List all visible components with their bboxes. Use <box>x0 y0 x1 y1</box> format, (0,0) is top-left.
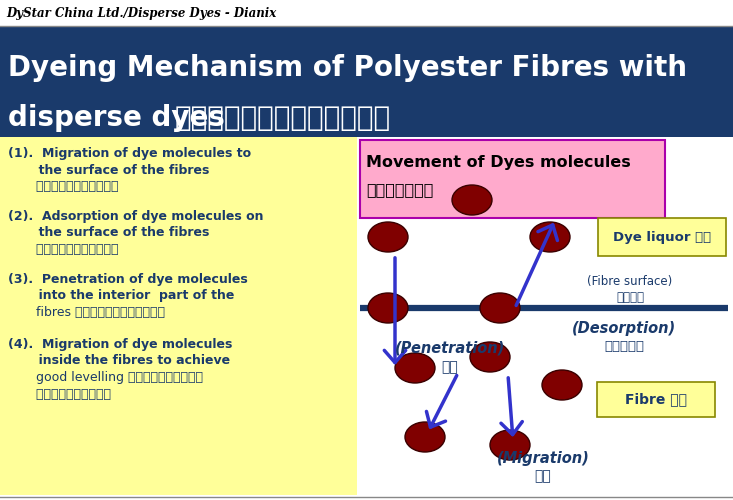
Text: DyStar China Ltd./Disperse Dyes - Dianix: DyStar China Ltd./Disperse Dyes - Dianix <box>6 6 276 20</box>
Ellipse shape <box>530 222 570 252</box>
Text: inside the fibres to achieve: inside the fibres to achieve <box>8 354 230 368</box>
Ellipse shape <box>395 353 435 383</box>
Ellipse shape <box>490 430 530 460</box>
Text: (3).  Penetration of dye molecules: (3). Penetration of dye molecules <box>8 273 248 286</box>
Text: 染料分子的运动: 染料分子的运动 <box>366 182 433 198</box>
Text: good levelling 染色分子在纤维内部移: good levelling 染色分子在纤维内部移 <box>8 371 203 384</box>
Text: (1).  Migration of dye molecules to: (1). Migration of dye molecules to <box>8 147 251 160</box>
Text: Dye liquor 染液: Dye liquor 染液 <box>613 230 711 243</box>
FancyBboxPatch shape <box>597 382 715 417</box>
Text: Movement of Dyes molecules: Movement of Dyes molecules <box>366 156 631 170</box>
Text: 纤维表面: 纤维表面 <box>616 291 644 304</box>
Text: (Fibre surface): (Fibre surface) <box>587 275 673 288</box>
Text: 染以达到较好的匀染性: 染以达到较好的匀染性 <box>8 388 111 400</box>
Ellipse shape <box>470 342 510 372</box>
Ellipse shape <box>405 422 445 452</box>
Ellipse shape <box>542 370 582 400</box>
Text: 染料分子移染至纤维表面: 染料分子移染至纤维表面 <box>8 180 119 193</box>
Text: (Desorption): (Desorption) <box>572 320 676 336</box>
Text: 用分散染料染聚酯纤维的原理: 用分散染料染聚酯纤维的原理 <box>175 104 391 132</box>
Text: 解吸附作用: 解吸附作用 <box>604 340 644 352</box>
Text: 泳移: 泳移 <box>534 469 551 483</box>
Text: Fibre 纤维: Fibre 纤维 <box>625 392 687 406</box>
FancyBboxPatch shape <box>360 140 665 218</box>
Text: (2).  Adsorption of dye molecules on: (2). Adsorption of dye molecules on <box>8 210 263 223</box>
Ellipse shape <box>368 222 408 252</box>
Ellipse shape <box>480 293 520 323</box>
FancyBboxPatch shape <box>598 218 726 256</box>
Text: fibres 染料分子溸透进入纤维内部: fibres 染料分子溸透进入纤维内部 <box>8 306 165 319</box>
FancyBboxPatch shape <box>0 137 357 495</box>
Text: Dyeing Mechanism of Polyester Fibres with: Dyeing Mechanism of Polyester Fibres wit… <box>8 54 687 82</box>
Text: the surface of the fibres: the surface of the fibres <box>8 164 210 176</box>
Text: disperse dyes: disperse dyes <box>8 104 235 132</box>
Text: the surface of the fibres: the surface of the fibres <box>8 226 210 239</box>
Text: (4).  Migration of dye molecules: (4). Migration of dye molecules <box>8 338 232 351</box>
Ellipse shape <box>368 293 408 323</box>
Text: 溸透: 溸透 <box>441 360 458 374</box>
Text: (Migration): (Migration) <box>497 450 589 466</box>
FancyBboxPatch shape <box>357 137 733 495</box>
Text: 染料分子吸附到纤维表面: 染料分子吸附到纤维表面 <box>8 243 119 256</box>
Text: (Penetration): (Penetration) <box>395 340 505 355</box>
Ellipse shape <box>452 185 492 215</box>
FancyBboxPatch shape <box>0 27 733 137</box>
Text: into the interior  part of the: into the interior part of the <box>8 290 235 302</box>
